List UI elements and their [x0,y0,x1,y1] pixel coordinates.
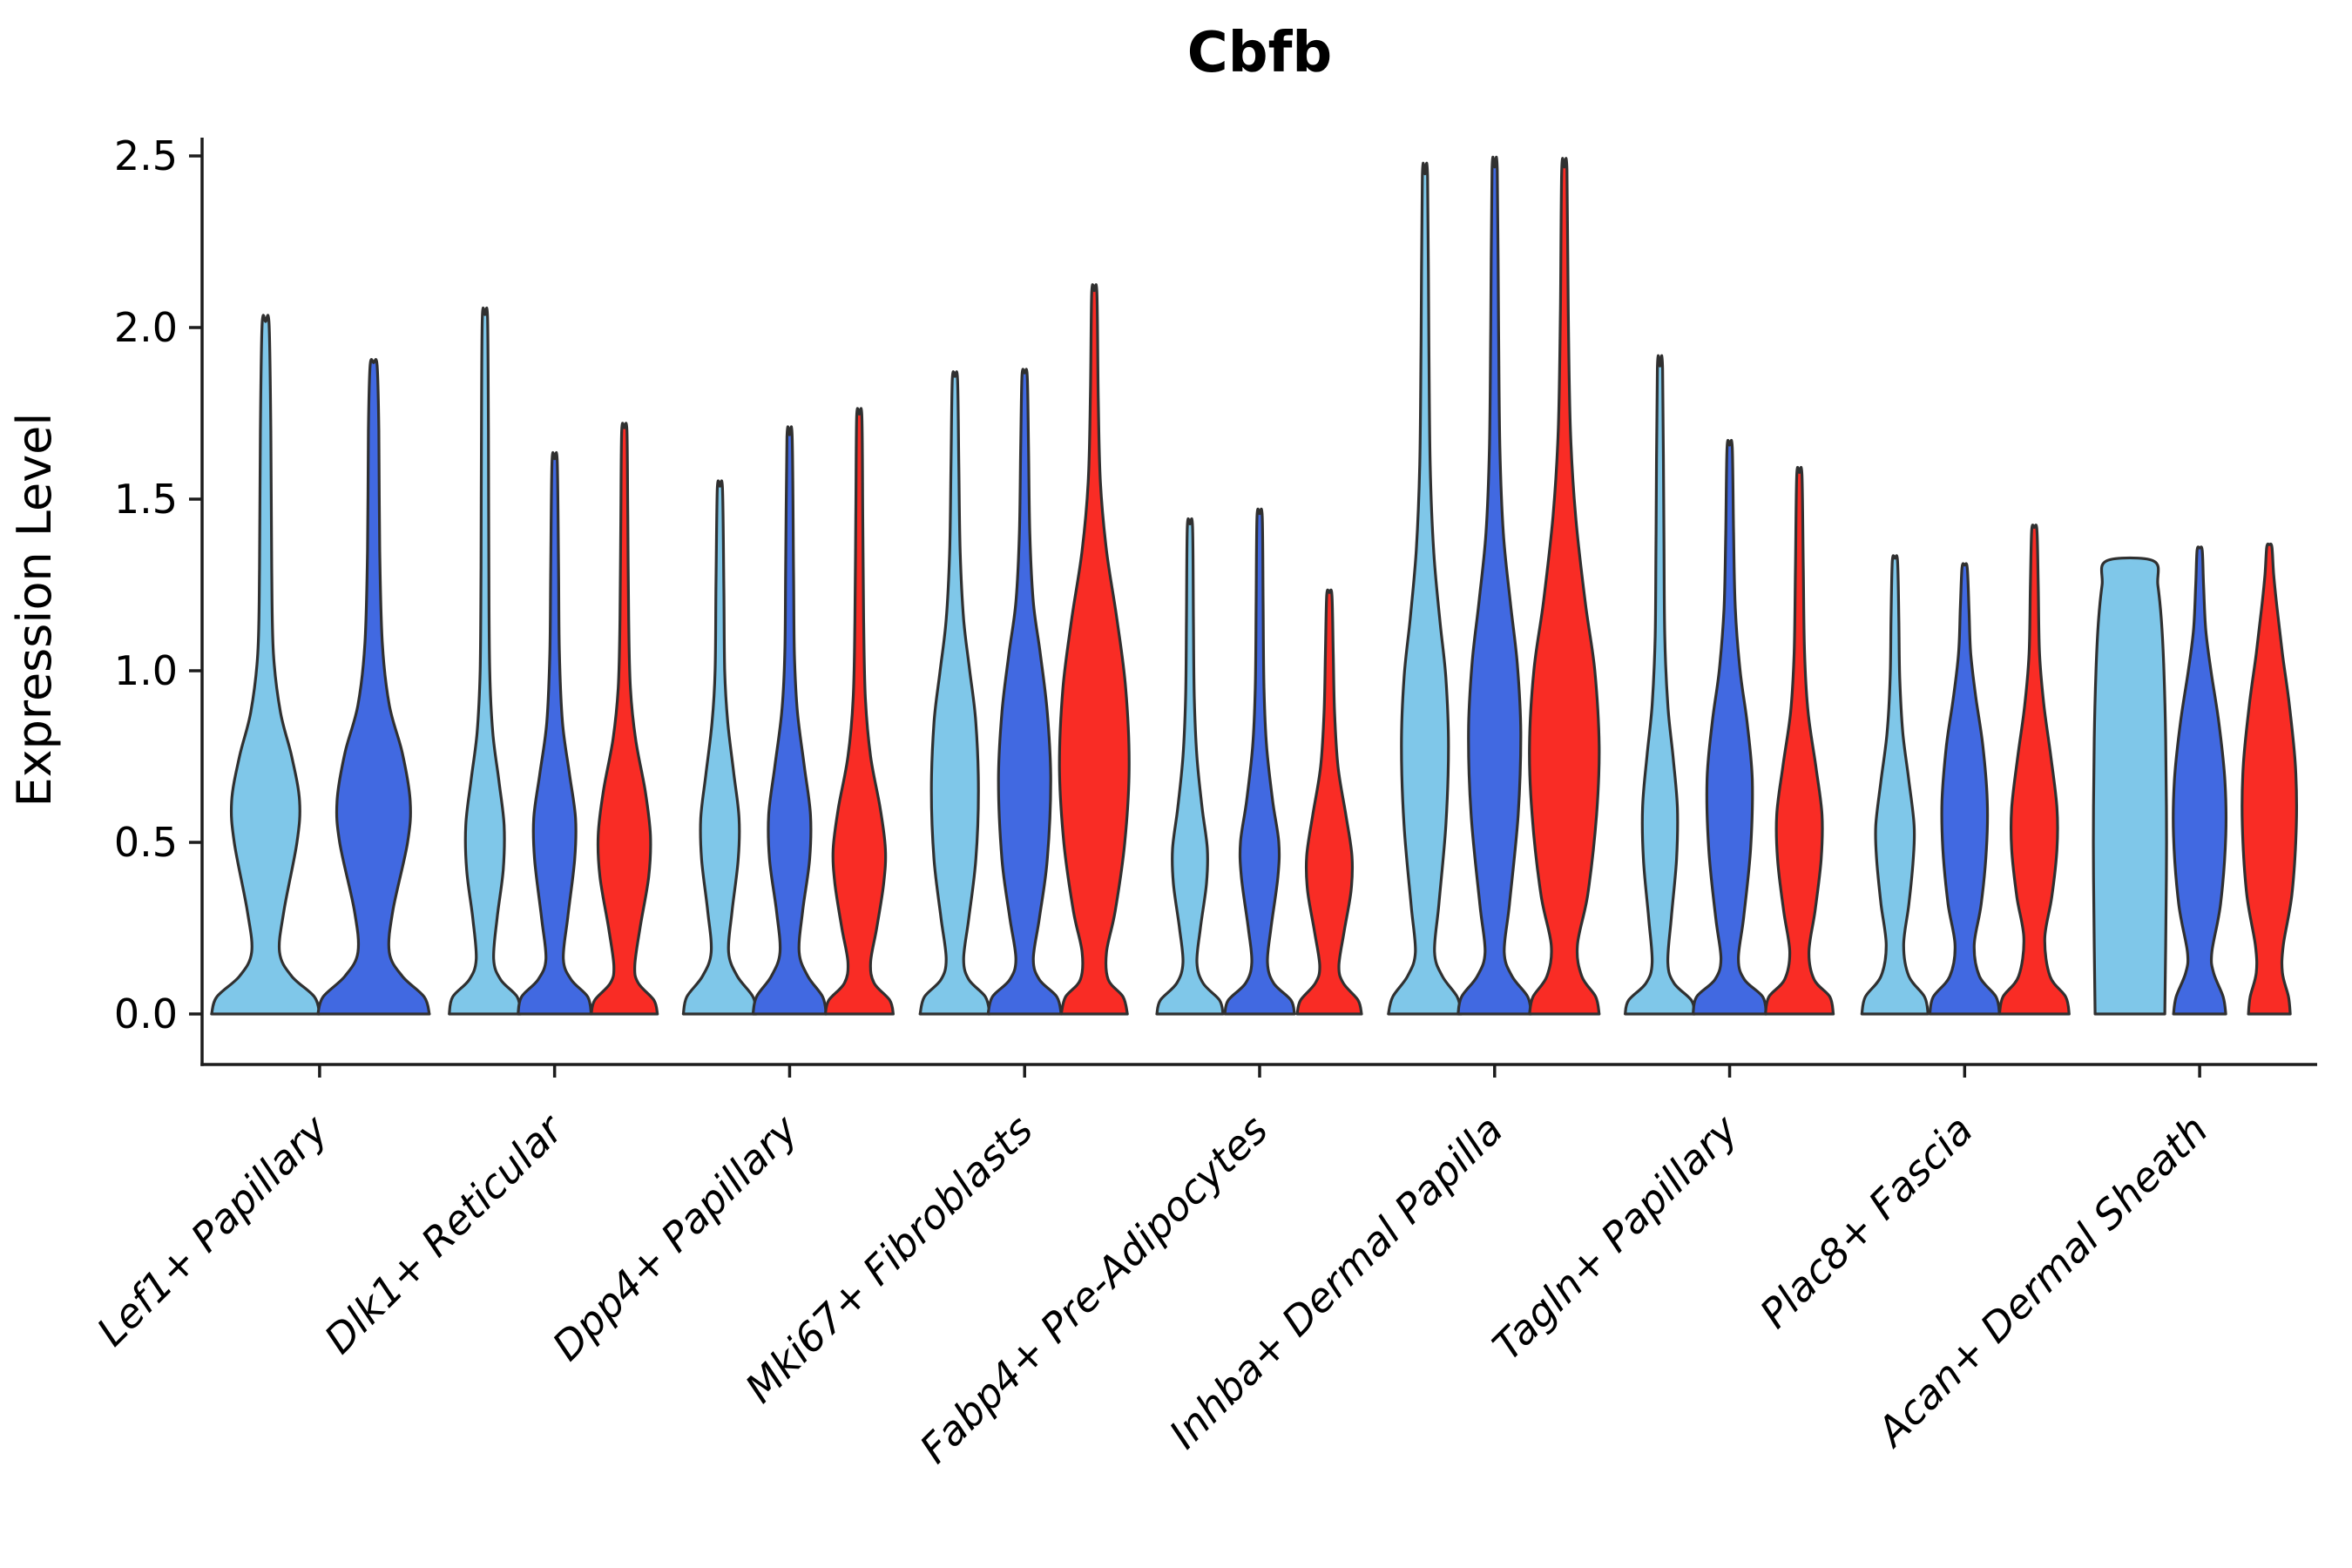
violin-plac8-dark-blue [1928,562,2001,1016]
y-tick-label: 1.5 [114,476,178,523]
axes-layer [189,138,2317,1078]
x-tick-label: Dlk1+ Reticular [315,1104,574,1362]
violin-mki67-light-blue [918,370,991,1016]
y-tick-label: 0.5 [114,819,178,866]
violin-inhba-light-blue [1387,161,1463,1016]
violin-lef1-dark-blue [316,358,431,1016]
violin-acan-red [2240,542,2299,1016]
violin-tagln-light-blue [1624,354,1697,1016]
violin-mki67-dark-blue [986,368,1063,1016]
violin-dpp4-red [823,407,895,1016]
violin-tagln-red [1764,465,1835,1016]
violin-plac8-light-blue [1860,554,1930,1016]
violin-fabp4-light-blue [1155,517,1225,1016]
y-tick-label: 1.0 [114,647,178,694]
x-tick-label: Tagln+ Papillary [1484,1105,1747,1369]
violin-lef1-light-blue [210,314,321,1016]
violins-layer [210,155,2299,1016]
y-tick-label: 2.0 [114,304,178,351]
violin-plac8-red [1997,524,2071,1016]
y-axis-label: Expression Level [7,413,62,808]
violin-dlk1-red [590,422,659,1016]
violin-acan-light-blue [2092,556,2168,1016]
x-tick-label: Plac8+ Fascia [1751,1106,1982,1337]
y-tick-label: 0.0 [114,990,178,1037]
violin-fabp4-red [1295,588,1363,1016]
x-tick-label: Dpp4+ Papillary [544,1105,808,1369]
violin-fabp4-dark-blue [1223,507,1296,1016]
y-tick-label: 2.5 [114,132,178,179]
chart-title: Cbfb [1187,21,1332,85]
violin-mki67-red [1058,283,1131,1016]
violin-acan-dark-blue [2172,545,2228,1016]
violin-dlk1-light-blue [448,306,523,1016]
x-tick-label: Lef1+ Papillary [88,1105,337,1355]
violin-inhba-dark-blue [1456,155,1533,1016]
violin-inhba-red [1528,157,1601,1016]
violin-dpp4-dark-blue [751,425,828,1016]
violin-dpp4-light-blue [681,479,758,1016]
violin-tagln-dark-blue [1692,438,1768,1016]
violin-dlk1-dark-blue [517,450,593,1016]
